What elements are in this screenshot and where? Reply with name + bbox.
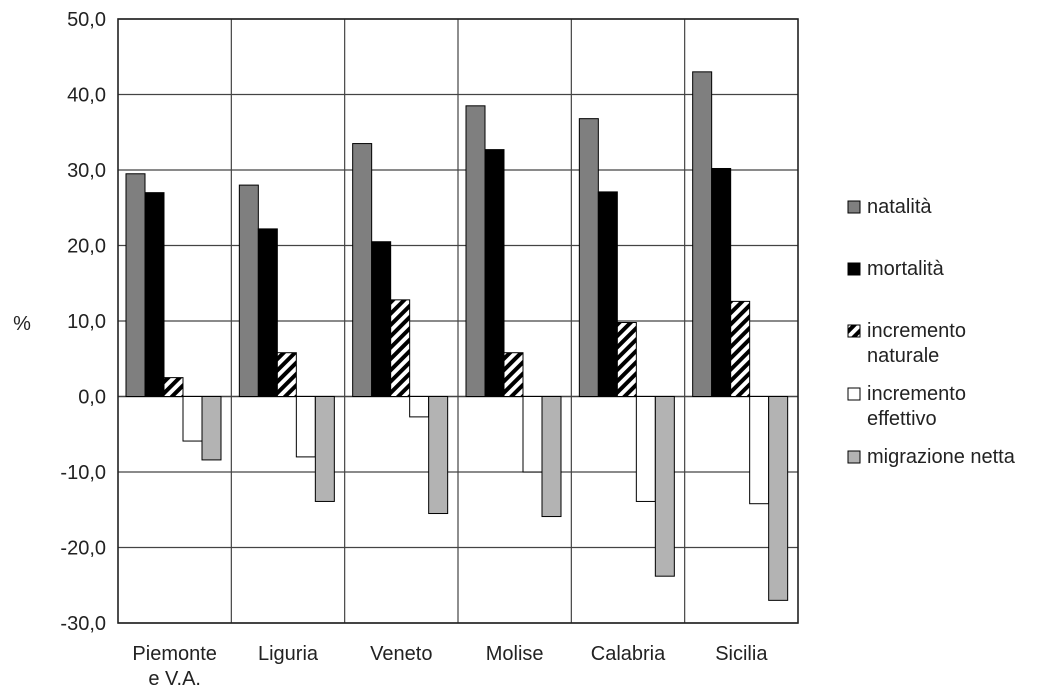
bar <box>144 192 165 397</box>
legend-label: naturale <box>867 345 939 367</box>
y-tick-label: 50,0 <box>67 9 106 31</box>
legend-swatch <box>847 262 861 276</box>
bar <box>163 377 184 397</box>
bar <box>352 143 373 397</box>
bar <box>390 299 411 397</box>
category-label: Veneto <box>370 643 432 665</box>
bar <box>597 191 618 397</box>
bars <box>125 71 789 601</box>
bar <box>201 396 222 461</box>
bar <box>503 352 524 397</box>
bar <box>522 396 543 473</box>
bar <box>692 71 713 397</box>
y-tick-label: -20,0 <box>60 538 106 560</box>
legend-swatch <box>847 324 861 338</box>
axes: -30,0 -20,0 -10,0 0,0 10,0 20,0 30,0 40,0 50,0% P… <box>13 9 799 690</box>
category-label: Liguria <box>258 643 319 665</box>
bar <box>749 396 770 505</box>
bar <box>541 396 562 518</box>
bar <box>654 396 675 577</box>
legend-label: incremento <box>867 320 966 342</box>
plot-frame <box>117 18 799 624</box>
category-label: e V.A. <box>148 668 201 690</box>
bar <box>768 396 789 601</box>
legend-label: natalità <box>867 196 932 218</box>
legend-label: mortalità <box>867 258 945 280</box>
category-label: Sicilia <box>715 643 768 665</box>
y-tick-label: 30,0 <box>67 160 106 182</box>
bar <box>257 228 278 397</box>
grid <box>118 18 798 624</box>
y-tick-label: 40,0 <box>67 85 106 107</box>
bar <box>484 149 505 397</box>
y-axis-label: % <box>13 313 31 335</box>
legend-label: effettivo <box>867 408 937 430</box>
bar <box>428 396 449 515</box>
y-tick-label: 10,0 <box>67 311 106 333</box>
y-tick-label: 0,0 <box>78 387 106 409</box>
y-tick-label: -30,0 <box>60 613 106 635</box>
bar <box>465 105 486 397</box>
bar <box>314 396 335 502</box>
bar <box>578 118 599 397</box>
bar <box>125 173 146 397</box>
legend-label: migrazione netta <box>867 446 1016 468</box>
bar <box>276 352 297 397</box>
bar <box>711 167 732 397</box>
legend-swatch <box>847 387 861 401</box>
legend: natalità mortalità incremento naturale incre… <box>847 196 1016 468</box>
bar <box>616 322 637 398</box>
bar <box>635 396 656 502</box>
bar <box>409 396 430 418</box>
bar <box>182 396 203 442</box>
bar <box>238 184 259 397</box>
bar <box>371 241 392 397</box>
category-label: Molise <box>486 643 544 665</box>
y-tick-label: 20,0 <box>67 236 106 258</box>
bar <box>730 300 751 397</box>
legend-label: incremento <box>867 383 966 405</box>
legend-swatch <box>847 450 861 464</box>
y-tick-label: -10,0 <box>60 462 106 484</box>
category-label: Calabria <box>591 643 666 665</box>
bar <box>295 396 316 458</box>
category-label: Piemonte <box>132 643 217 665</box>
legend-swatch <box>847 200 861 214</box>
